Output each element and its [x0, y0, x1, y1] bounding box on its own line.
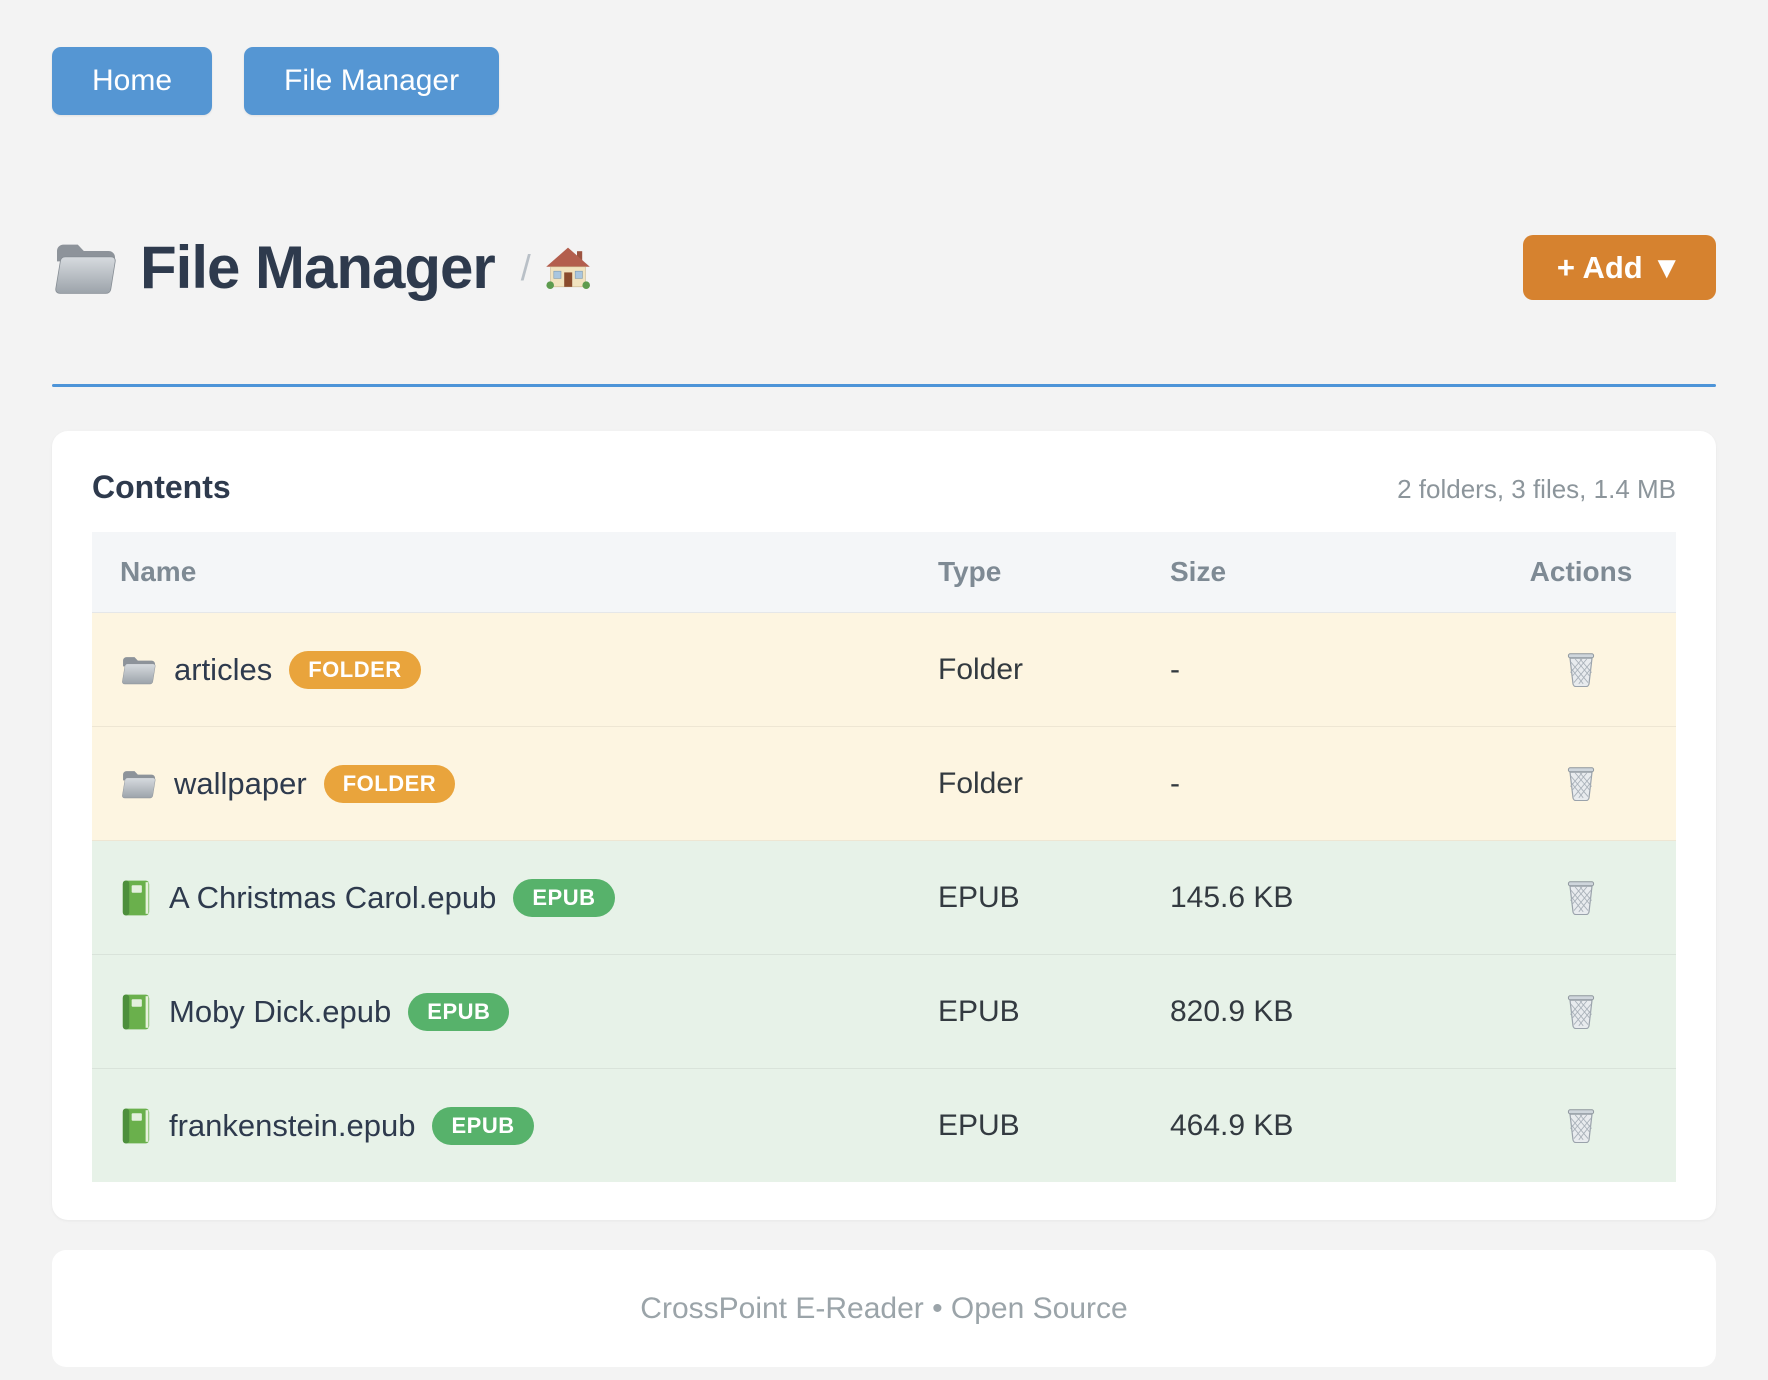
type-cell: EPUB [938, 880, 1020, 914]
home-icon[interactable] [545, 246, 591, 290]
table-row[interactable]: Moby Dick.epub EPUB EPUB 820.9 KB [92, 954, 1676, 1069]
file-name[interactable]: Moby Dick.epub [169, 993, 392, 1029]
table-row[interactable]: frankenstein.epub EPUB EPUB 464.9 KB [92, 1068, 1676, 1183]
top-nav: Home File Manager [52, 47, 1716, 115]
delete-button[interactable] [1560, 645, 1602, 691]
column-header-name: Name [120, 556, 197, 588]
trash-icon [1564, 649, 1598, 687]
name-cell: frankenstein.epub EPUB [92, 1106, 938, 1145]
type-badge: FOLDER [323, 764, 456, 803]
footer-text: CrossPoint E-Reader • Open Source [640, 1291, 1128, 1325]
name-cell: wallpaper FOLDER [92, 764, 938, 803]
folder-icon [52, 239, 118, 297]
size-cell: 464.9 KB [1170, 1108, 1294, 1142]
book-icon [120, 1107, 152, 1145]
table-row[interactable]: articles FOLDER Folder - [92, 612, 1676, 727]
footer: CrossPoint E-Reader • Open Source [52, 1250, 1716, 1368]
size-cell: - [1170, 652, 1180, 686]
file-name[interactable]: articles [174, 651, 273, 687]
header-divider [52, 384, 1716, 388]
breadcrumb: / [521, 246, 591, 290]
folder-icon [120, 768, 157, 800]
add-button[interactable]: + Add ▼ [1522, 235, 1716, 301]
type-badge: EPUB [513, 878, 615, 917]
type-badge: FOLDER [289, 650, 421, 689]
file-name[interactable]: A Christmas Carol.epub [169, 879, 497, 915]
trash-icon [1564, 877, 1598, 915]
book-icon [120, 993, 152, 1031]
table-row[interactable]: A Christmas Carol.epub EPUB EPUB 145.6 K… [92, 840, 1676, 955]
type-badge: EPUB [408, 992, 510, 1031]
delete-button[interactable] [1560, 1101, 1602, 1147]
name-cell: articles FOLDER [92, 650, 938, 689]
type-cell: EPUB [938, 994, 1020, 1028]
file-table-body: articles FOLDER Folder - [92, 612, 1676, 1183]
file-table: Name Type Size Actions articles FOLDER [92, 532, 1676, 1183]
trash-icon [1564, 1105, 1598, 1143]
trash-icon [1564, 763, 1598, 801]
page-header: File Manager / + Add ▼ [52, 193, 1716, 342]
name-cell: Moby Dick.epub EPUB [92, 992, 938, 1031]
name-cell: A Christmas Carol.epub EPUB [92, 878, 938, 917]
size-cell: 145.6 KB [1170, 880, 1294, 914]
column-header-type: Type [938, 556, 1002, 588]
size-cell: 820.9 KB [1170, 994, 1294, 1028]
delete-button[interactable] [1560, 759, 1602, 805]
book-icon [120, 879, 152, 917]
contents-summary: 2 folders, 3 files, 1.4 MB [1397, 474, 1676, 505]
page-title: File Manager [140, 234, 496, 302]
type-cell: Folder [938, 766, 1024, 800]
title-group: File Manager / [52, 193, 1523, 342]
folder-icon [120, 654, 157, 686]
home-nav-button[interactable]: Home [52, 47, 213, 115]
file-table-header-row: Name Type Size Actions [92, 532, 1676, 613]
contents-card-header: Contents 2 folders, 3 files, 1.4 MB [92, 469, 1676, 506]
breadcrumb-separator: / [520, 246, 531, 288]
type-cell: Folder [938, 652, 1024, 686]
trash-icon [1564, 991, 1598, 1029]
column-header-size: Size [1170, 556, 1227, 588]
type-badge: EPUB [432, 1106, 534, 1145]
delete-button[interactable] [1560, 987, 1602, 1033]
table-row[interactable]: wallpaper FOLDER Folder - [92, 726, 1676, 841]
contents-card: Contents 2 folders, 3 files, 1.4 MB Name… [52, 431, 1716, 1221]
file-name[interactable]: frankenstein.epub [169, 1107, 416, 1143]
file-name[interactable]: wallpaper [174, 765, 307, 801]
contents-heading: Contents [92, 469, 231, 506]
column-header-actions: Actions [1529, 556, 1633, 588]
file-manager-nav-button[interactable]: File Manager [244, 47, 500, 115]
delete-button[interactable] [1560, 873, 1602, 919]
type-cell: EPUB [938, 1108, 1020, 1142]
size-cell: - [1170, 766, 1180, 800]
